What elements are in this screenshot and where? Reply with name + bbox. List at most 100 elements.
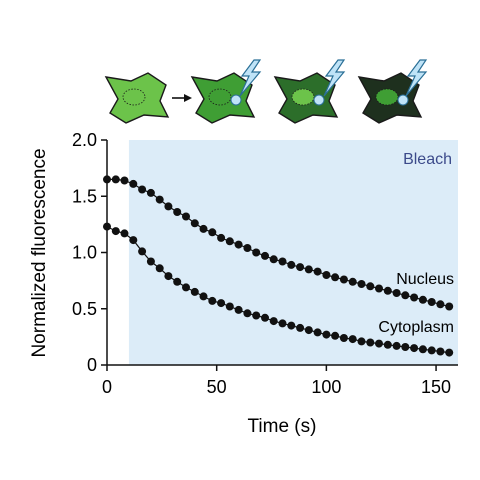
data-point-nucleus — [173, 208, 182, 216]
data-point-cytoplasm — [331, 331, 340, 340]
series-line-nucleus — [107, 178, 450, 308]
data-point-nucleus — [252, 248, 261, 257]
data-point-nucleus — [111, 175, 120, 184]
data-point-nucleus — [278, 257, 287, 266]
data-point-nucleus — [322, 271, 331, 279]
cell-illustration — [104, 59, 428, 124]
data-point-nucleus — [445, 302, 454, 311]
data-point-cytoplasm — [190, 287, 199, 296]
data-point-cytoplasm — [375, 339, 383, 348]
data-point-cytoplasm — [418, 345, 427, 354]
data-point-nucleus — [427, 298, 436, 306]
data-point-cytoplasm — [278, 319, 287, 328]
data-point-cytoplasm — [313, 328, 322, 337]
data-point-cytoplasm — [252, 311, 261, 320]
data-point-cytoplasm — [261, 313, 269, 322]
cell-bleach-stage-1-icon — [190, 72, 256, 124]
data-point-cytoplasm — [208, 296, 217, 305]
x-tick-label: 100 — [311, 377, 341, 397]
data-point-nucleus — [225, 237, 234, 246]
data-point-nucleus — [261, 251, 269, 260]
data-point-nucleus — [243, 244, 252, 252]
x-tick-label: 150 — [421, 377, 451, 397]
data-point-cytoplasm — [427, 346, 436, 355]
data-point-cytoplasm — [182, 283, 190, 292]
data-point-nucleus — [304, 265, 313, 274]
series-line-cytoplasm — [106, 226, 450, 354]
data-point-nucleus — [182, 212, 190, 221]
data-point-cytoplasm — [120, 229, 129, 238]
data-point-nucleus — [357, 280, 366, 288]
data-point-cytoplasm — [173, 277, 182, 286]
y-tick-label: 0 — [87, 355, 97, 375]
data-point-nucleus — [287, 260, 296, 269]
plot-area: Bleach 0 0.5 1.0 1.5 2.0 0 50 100 150 Nucleus C… — [29, 130, 458, 437]
data-point-cytoplasm — [234, 305, 243, 314]
data-point-nucleus — [234, 240, 243, 249]
cell-before-bleach-icon — [104, 72, 170, 124]
data-point-nucleus — [190, 219, 199, 228]
data-point-nucleus — [155, 195, 164, 204]
data-point-cytoplasm — [436, 347, 445, 356]
data-point-cytoplasm — [322, 330, 331, 339]
data-point-nucleus — [129, 179, 138, 188]
series-label-nucleus: Nucleus — [396, 271, 454, 288]
data-point-cytoplasm — [357, 337, 366, 346]
lightning-bolt-icon — [405, 59, 428, 97]
data-point-nucleus — [366, 282, 375, 291]
series-cytoplasm — [103, 222, 454, 357]
data-point-cytoplasm — [155, 264, 164, 273]
cell-bleach-stage-2-icon — [273, 72, 339, 124]
data-point-nucleus — [375, 284, 383, 293]
data-point-cytoplasm — [164, 272, 173, 281]
data-series — [103, 175, 454, 357]
data-point-nucleus — [269, 255, 278, 264]
data-point-cytoplasm — [304, 326, 313, 335]
data-point-cytoplasm — [225, 302, 234, 311]
data-point-nucleus — [208, 228, 217, 237]
data-point-nucleus — [436, 300, 445, 309]
x-axis-label: Time (s) — [248, 416, 317, 437]
data-point-nucleus — [348, 277, 357, 286]
data-point-cytoplasm — [129, 236, 138, 245]
data-point-cytoplasm — [243, 309, 252, 318]
data-point-cytoplasm — [348, 335, 357, 344]
data-point-cytoplasm — [146, 257, 155, 266]
data-point-cytoplasm — [296, 323, 305, 332]
data-point-nucleus — [164, 202, 173, 211]
y-axis-ticks: 0 0.5 1.0 1.5 2.0 — [72, 130, 107, 375]
data-point-cytoplasm — [401, 343, 410, 351]
y-axis-label: Normalized fluorescence — [29, 148, 50, 357]
data-point-cytoplasm — [445, 348, 454, 357]
data-point-nucleus — [296, 263, 305, 272]
data-point-cytoplasm — [111, 227, 120, 236]
data-point-nucleus — [146, 188, 155, 197]
y-tick-label: 2.0 — [72, 130, 97, 150]
data-point-cytoplasm — [383, 340, 392, 349]
y-tick-label: 0.5 — [72, 299, 97, 319]
data-point-nucleus — [199, 224, 208, 233]
data-point-nucleus — [410, 293, 419, 302]
data-point-cytoplasm — [410, 344, 419, 353]
data-point-nucleus — [401, 291, 410, 300]
data-point-cytoplasm — [392, 341, 401, 350]
data-point-nucleus — [392, 289, 401, 297]
lightning-bolt-icon — [323, 59, 346, 97]
data-point-nucleus — [217, 233, 226, 242]
series-nucleus — [103, 175, 454, 311]
data-point-cytoplasm — [199, 292, 208, 301]
data-point-nucleus — [331, 273, 340, 282]
series-label-cytoplasm: Cytoplasm — [378, 319, 454, 336]
x-tick-label: 50 — [207, 377, 227, 397]
data-point-cytoplasm — [269, 317, 278, 326]
y-tick-label: 1.5 — [72, 186, 97, 206]
x-axis-ticks: 0 50 100 150 — [102, 365, 451, 397]
data-point-cytoplasm — [366, 338, 375, 347]
arrow-right-icon — [172, 94, 192, 102]
data-point-cytoplasm — [339, 334, 348, 342]
data-point-cytoplasm — [287, 321, 296, 330]
cell-bleach-stage-3-icon — [357, 72, 423, 124]
data-point-cytoplasm — [138, 247, 147, 256]
data-point-nucleus — [418, 295, 427, 304]
data-point-nucleus — [120, 176, 129, 185]
